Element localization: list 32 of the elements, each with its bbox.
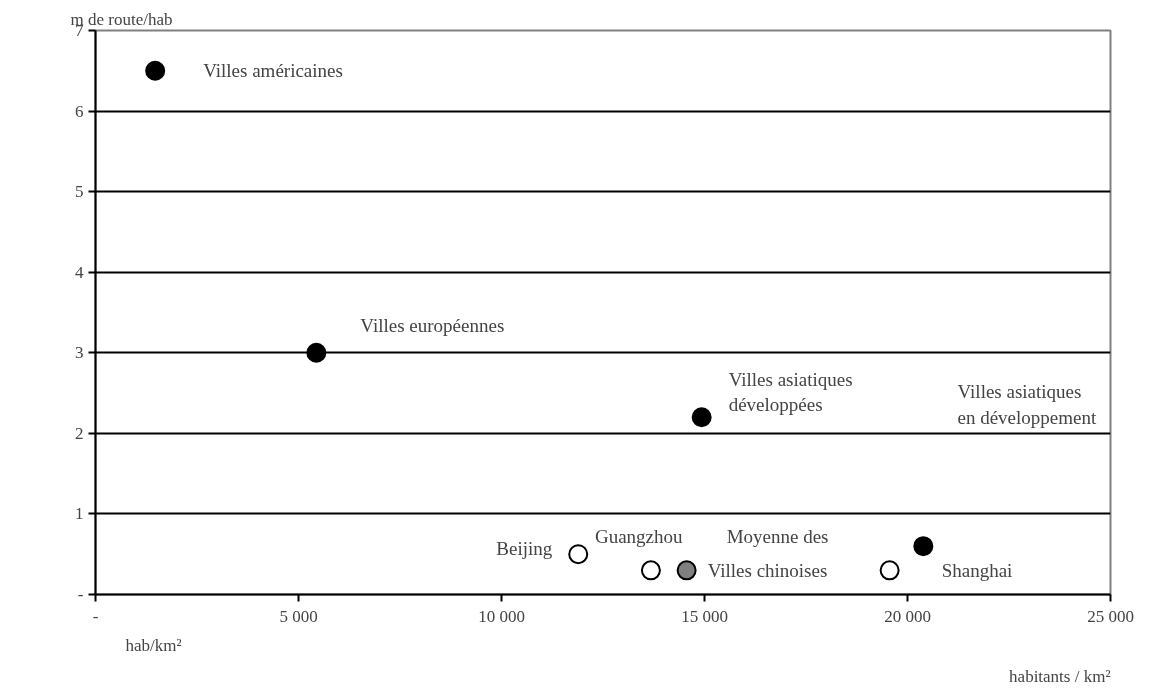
y-tick-label: 1: [75, 504, 84, 524]
point: [640, 560, 661, 581]
point: [568, 544, 589, 565]
y-tick-label: 2: [75, 423, 84, 443]
annotation: Villes européennes: [360, 315, 505, 337]
annotation: Shanghai: [941, 559, 1013, 581]
annotation: Villes chinoises: [707, 559, 828, 581]
y-tick-label: 5: [75, 182, 84, 202]
y-tick-label: 6: [75, 101, 84, 121]
point: [676, 560, 697, 581]
point: [306, 342, 327, 363]
annotation: Moyenne des: [726, 525, 829, 547]
y-tick-label: -: [77, 585, 84, 604]
x-tick-label: 10 000: [478, 606, 525, 626]
x-tick-label: 20 000: [884, 606, 931, 626]
annotation: Beijing: [496, 537, 553, 559]
x-axis-title: habitants / km²: [1009, 666, 1111, 686]
annotation: Villes américaines: [203, 60, 343, 82]
x-tick-label: 15 000: [681, 606, 728, 626]
x-tick-label: 25 000: [1087, 606, 1134, 626]
x-tick-label: 5 000: [279, 606, 318, 626]
point: [145, 60, 166, 81]
point: [691, 407, 712, 428]
annotation: Villes asiatiques développées: [728, 369, 853, 416]
point: [879, 560, 900, 581]
x-tick-label: -: [92, 606, 99, 626]
annotation: Guangzhou: [594, 525, 683, 547]
y-tick-label: 4: [75, 262, 84, 282]
text: hab/km²: [125, 635, 182, 655]
y-tick-label: 3: [75, 343, 84, 363]
annotation: Villes asiatiques en développement: [957, 381, 1097, 428]
point: [913, 536, 934, 557]
